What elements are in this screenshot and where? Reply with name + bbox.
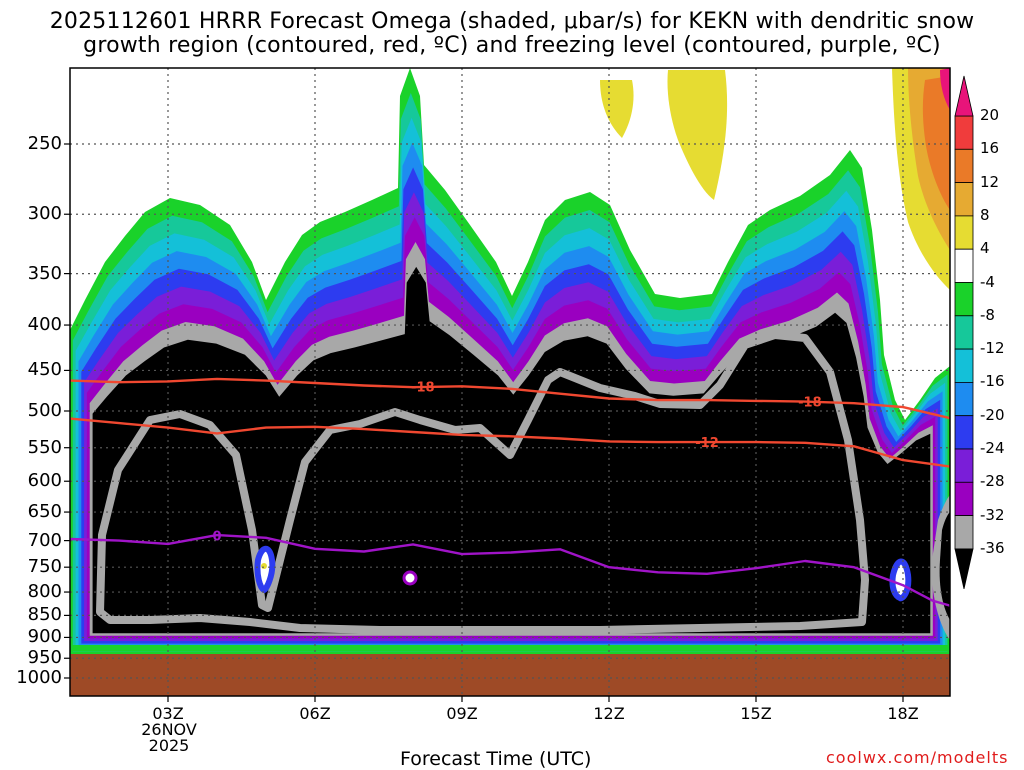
colorbar-label-12: 12 (980, 172, 1000, 191)
omega-positive-4 (600, 80, 634, 138)
x-tick-label-06Z: 06Z (299, 704, 331, 723)
y-tick-label-600: 600 (27, 470, 62, 492)
x-tick-label-09Z: 09Z (446, 704, 478, 723)
omega-positive-9 (922, 76, 950, 210)
colorbar-label--20: -20 (980, 405, 1005, 424)
below-ground-band (70, 654, 950, 696)
chart-title-line-1: 2025112601 HRRR Forecast Omega (shaded, … (49, 9, 975, 34)
x-tick-label-12Z: 12Z (593, 704, 625, 723)
colorbar-segment--4 (954, 282, 974, 317)
omega-positive-1 (210, 68, 300, 208)
y-tick-label-850: 850 (27, 604, 62, 626)
contour-line--18 (70, 377, 950, 420)
colorbar-segment--20 (954, 415, 974, 450)
x-tick-label-15Z: 15Z (740, 704, 772, 723)
colorbar-bottom-arrow (954, 548, 974, 589)
colorbar-label--24: -24 (980, 439, 1005, 457)
colorbar-label-20: 20 (980, 106, 1000, 124)
contour-label-neg18-b: -18 (798, 396, 822, 411)
omega-positive-5 (667, 70, 728, 200)
contour-label-neg18-a: -18 (411, 380, 435, 395)
x-tick-label-03Z: 03Z (152, 704, 184, 723)
colorbar-label-4: 4 (980, 239, 990, 258)
contour-line-0 (70, 533, 950, 607)
y-tick-label-300: 300 (27, 203, 62, 225)
chart-title-line-2: growth region (contoured, red, ºC) and f… (83, 33, 941, 58)
colorbar-segment--8 (954, 315, 974, 350)
contour-label-zero: 0 (212, 530, 221, 545)
omega-gap-1 (254, 545, 276, 594)
colorbar-label-16: 16 (980, 139, 1000, 158)
y-tick-label-400: 400 (27, 314, 62, 336)
x-tick-label-18Z: 18Z (887, 704, 919, 723)
y-tick-label-650: 650 (27, 501, 62, 523)
colorbar-segment--28 (954, 481, 974, 516)
colorbar-label--28: -28 (980, 472, 1005, 491)
contour-label-neg12: -12 (695, 436, 719, 451)
omega-spot (402, 570, 418, 586)
omega-near-ground (70, 645, 950, 651)
colorbar-segment-12 (954, 182, 974, 217)
plot-frame (69, 67, 951, 697)
colorbar-label--36: -36 (980, 538, 1005, 557)
colorbar-label-8: 8 (980, 205, 990, 224)
colorbar-label--12: -12 (980, 339, 1005, 358)
omega-positive-10 (940, 68, 950, 110)
x-axis-title: Forecast Time (UTC) (400, 748, 592, 770)
colorbar-segment-4 (954, 248, 974, 283)
y-tick-label-500: 500 (27, 400, 62, 421)
y-tick-label-800: 800 (27, 581, 62, 603)
colorbar-label--8: -8 (980, 305, 995, 324)
colorbar-label--4: -4 (980, 272, 995, 291)
omega-gap-2 (889, 558, 912, 602)
omega-shaded-field (70, 68, 950, 654)
colorbar-segment--16 (954, 381, 974, 417)
colorbar-top-arrow (954, 75, 974, 117)
colorbar-segment-16 (954, 148, 974, 184)
colorbar-segment--12 (954, 348, 974, 383)
y-tick-label-700: 700 (27, 529, 62, 551)
colorbar-segment--32 (954, 515, 974, 550)
colorbar (954, 75, 974, 589)
x-date-label: 26NOV (141, 720, 197, 739)
y-tick-label-750: 750 (27, 556, 62, 578)
y-tick-label-550: 550 (27, 436, 62, 458)
credit-text: coolwx.com/modelts (826, 748, 1009, 767)
omega-spot-2 (261, 563, 267, 569)
contour-line--12 (70, 417, 950, 468)
y-tick-label-900: 900 (27, 626, 62, 648)
colorbar-segment-8 (954, 215, 974, 250)
y-tick-label-1000: 1000 (16, 667, 62, 688)
colorbar-segment-20 (954, 115, 974, 150)
y-tick-label-250: 250 (27, 133, 62, 154)
grid-lines (64, 68, 950, 702)
y-tick-label-450: 450 (27, 359, 62, 381)
omega-core (100, 335, 865, 630)
y-tick-label-950: 950 (27, 647, 62, 669)
y-tick-label-350: 350 (27, 262, 62, 284)
colorbar-label--32: -32 (980, 505, 1005, 524)
colorbar-segment--24 (954, 448, 974, 483)
colorbar-label--16: -16 (980, 372, 1005, 391)
omega-right-core (939, 512, 950, 620)
x-year-label: 2025 (148, 736, 190, 755)
temperature-contours: -18 -18 -12 0 (70, 377, 950, 607)
